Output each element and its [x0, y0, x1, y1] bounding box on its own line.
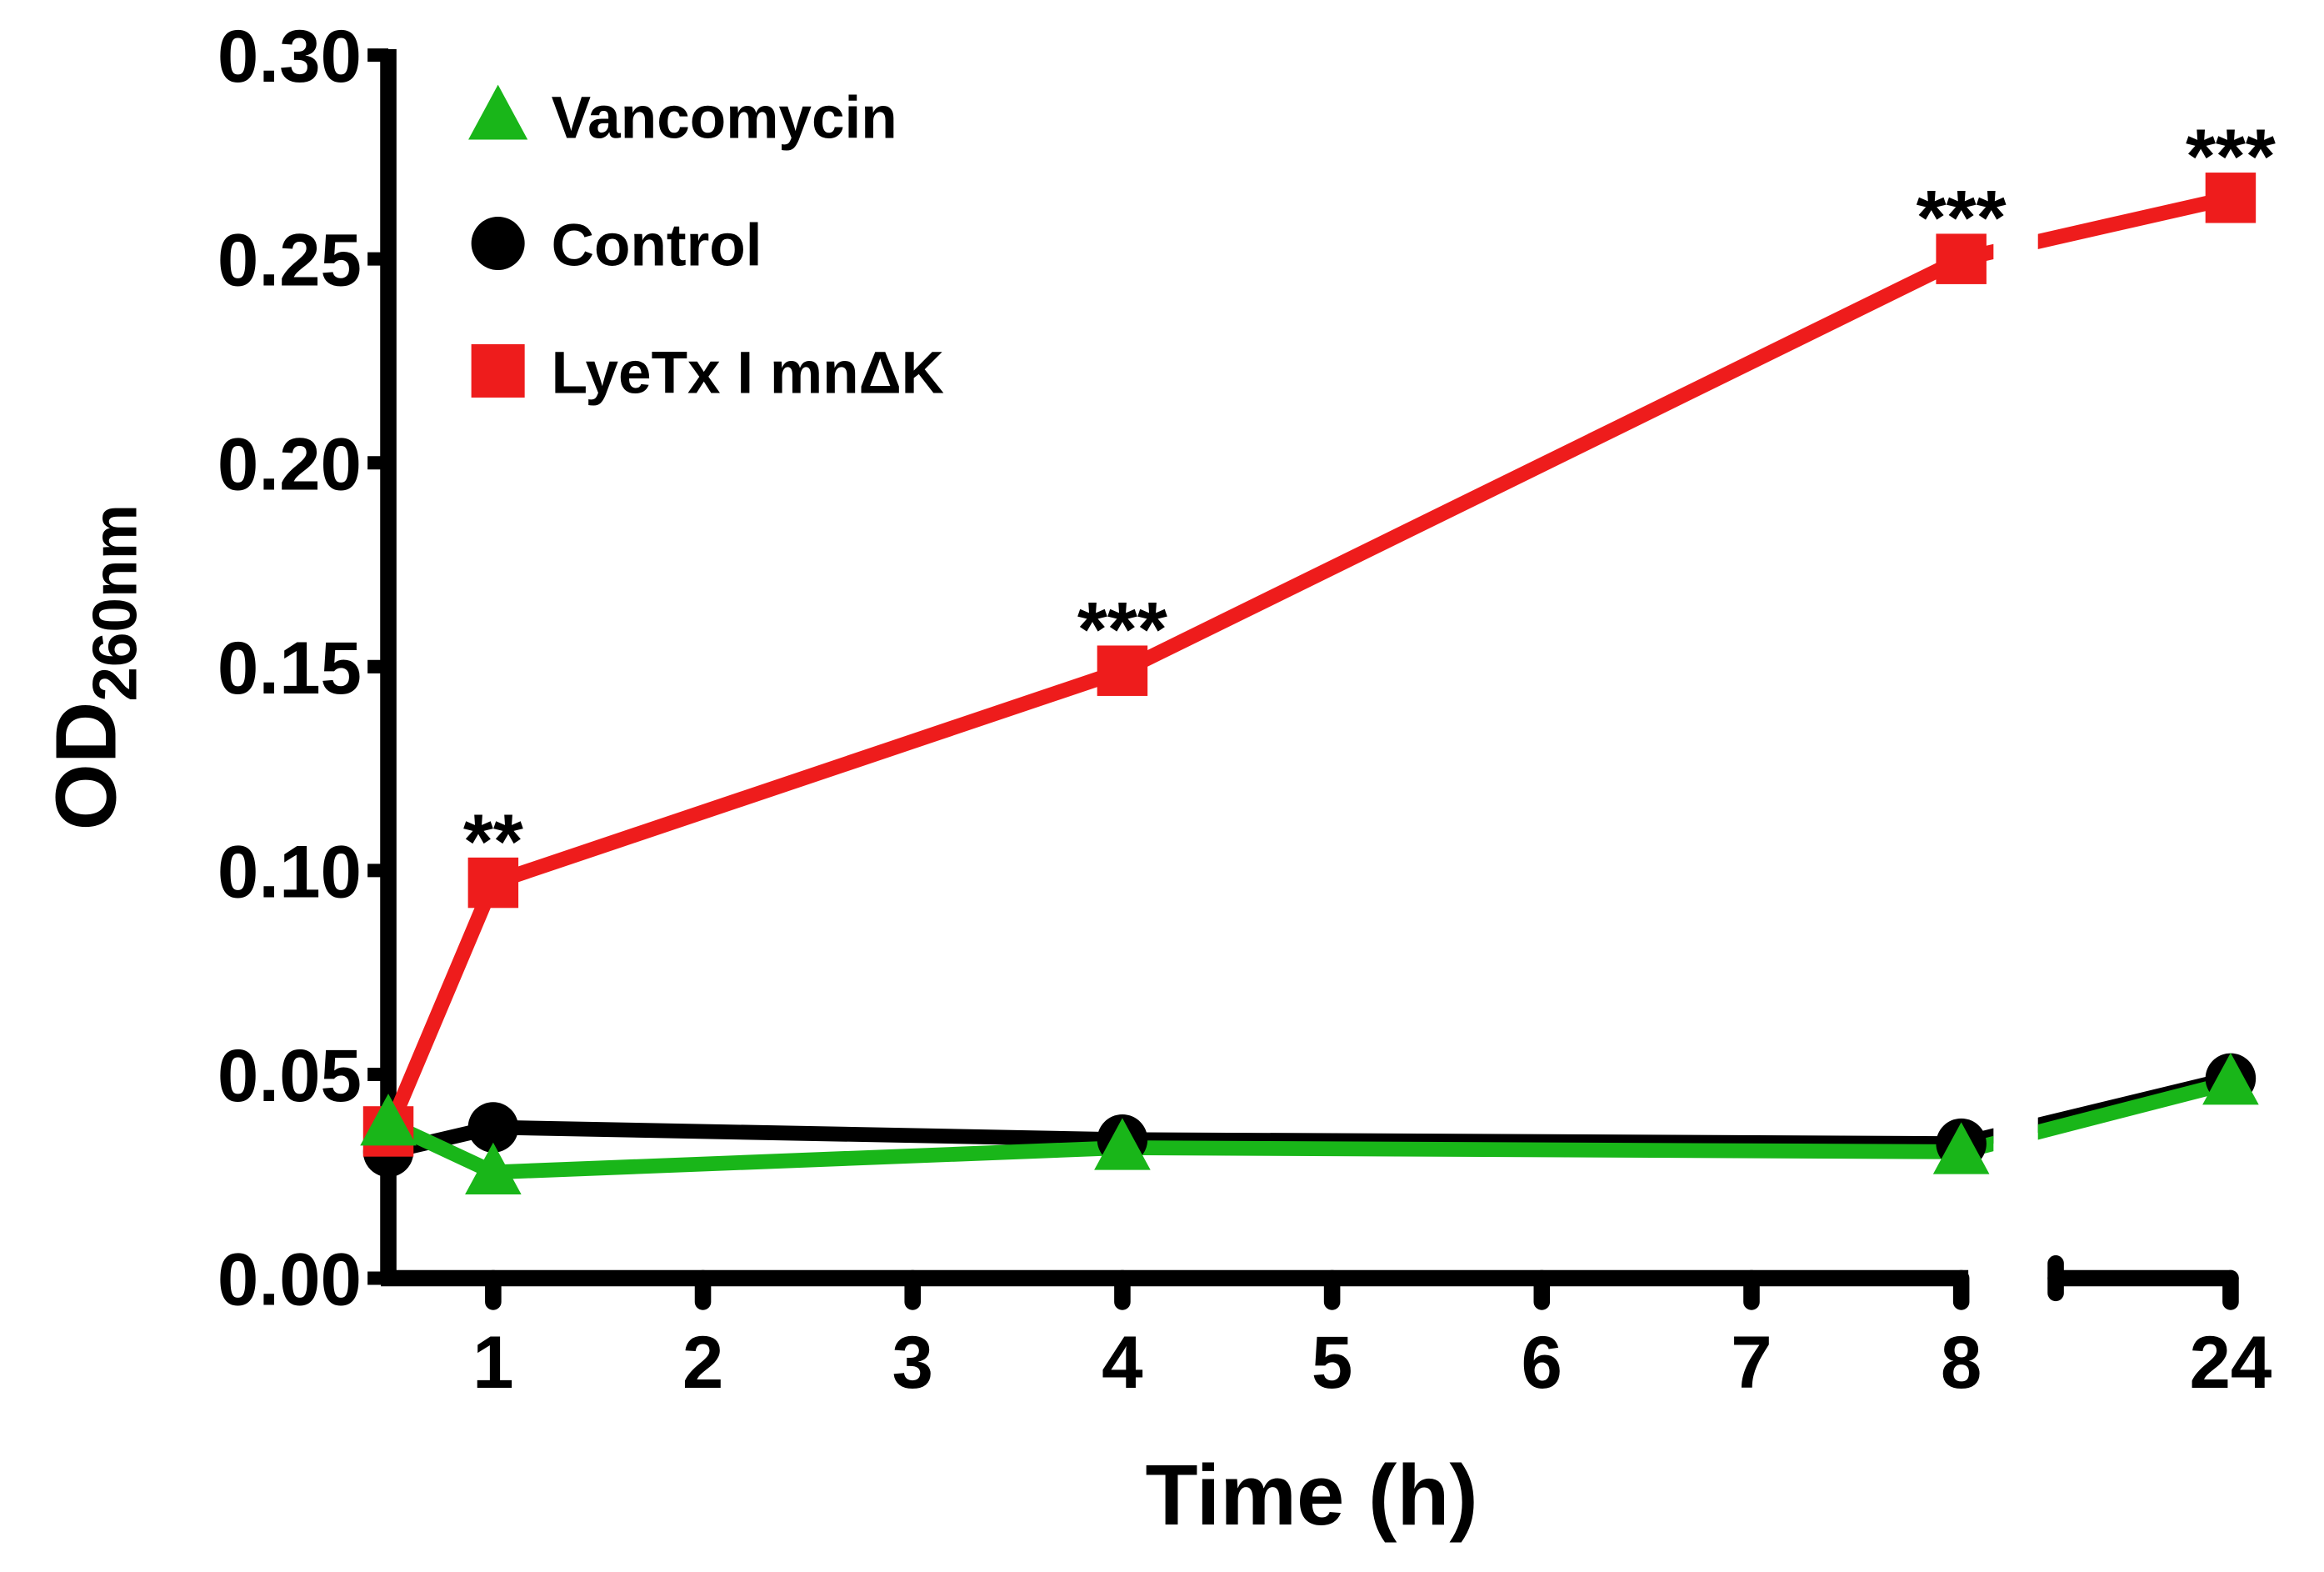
- x-tick-label: 24: [2189, 1320, 2272, 1404]
- y-axis-label: OD260nm: [38, 504, 150, 830]
- legend-triangle-icon: [468, 84, 528, 140]
- x-tick-label: 3: [892, 1320, 932, 1404]
- significance-annotation: ***: [1077, 586, 1167, 673]
- x-tick-label: 7: [1731, 1320, 1772, 1404]
- y-tick-label: 0.25: [217, 218, 362, 302]
- y-tick-label: 0.10: [217, 829, 362, 913]
- y-axis-label-main: OD: [38, 702, 134, 831]
- x-tick-label: 4: [1102, 1320, 1142, 1404]
- triangle-series-point: [360, 1094, 417, 1146]
- x-tick-label: 6: [1522, 1320, 1562, 1404]
- x-tick-label: 2: [682, 1320, 723, 1404]
- x-tick-label: 5: [1312, 1320, 1352, 1404]
- x-tick-label: 1: [472, 1320, 513, 1404]
- y-axis-label-subscript: 260nm: [80, 504, 150, 702]
- x-axis-label: Time (h): [1146, 1447, 1478, 1543]
- significance-annotation: **: [463, 798, 523, 884]
- legend-label: Control: [552, 213, 762, 279]
- y-tick-label: 0.30: [217, 14, 362, 98]
- triangle-series-point: [1932, 1122, 1990, 1174]
- significance-annotation: ***: [2186, 113, 2276, 200]
- circle-series-point: [467, 1102, 519, 1153]
- triangle-series-point: [465, 1142, 522, 1195]
- annotations: ***********: [463, 113, 2276, 885]
- axes: [367, 48, 2239, 1310]
- square-series-point: [1097, 645, 1148, 696]
- legend-square-icon: [471, 343, 525, 398]
- triangle-series-point: [2202, 1053, 2259, 1105]
- tick-labels: 0.00 0.05 0.10 0.15 0.20 0.25 0.30 1 2 3 4 5 6 7 8 24: [217, 14, 2272, 1404]
- square-series-point: [467, 857, 519, 909]
- square-series-line: [381, 190, 2232, 1134]
- legend-label: LyeTx I mnΔK: [552, 341, 944, 407]
- legend: Vancomycin Control LyeTx I mnΔK: [468, 84, 944, 407]
- significance-annotation: ***: [1917, 174, 2007, 261]
- legend-circle-icon: [471, 216, 525, 271]
- y-tick-label: 0.15: [217, 626, 362, 709]
- square-series-point: [2205, 173, 2257, 223]
- triangle-series-point: [1094, 1118, 1151, 1170]
- square-series-point: [1936, 233, 1987, 284]
- y-tick-label: 0.20: [217, 422, 362, 505]
- y-tick-label: 0.05: [217, 1034, 362, 1117]
- y-tick-label: 0.00: [217, 1238, 362, 1321]
- series-markers: [360, 173, 2259, 1195]
- legend-label: Vancomycin: [552, 86, 897, 152]
- x-tick-label: 8: [1941, 1320, 1982, 1404]
